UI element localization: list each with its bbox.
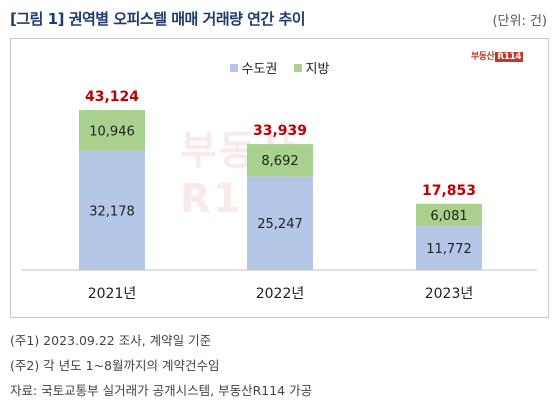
brand-logo-r: R114 (495, 52, 523, 62)
x-tick-label-2: 2023년 (425, 286, 474, 302)
brand-logo-text: 부동산 (470, 52, 495, 62)
bar-regional-0 (79, 110, 145, 151)
bar-regional-1 (247, 144, 313, 177)
legend-swatch-regional (293, 63, 302, 72)
bar-label-capital-2: 11,772 (426, 242, 472, 257)
bar-capital-1 (247, 176, 313, 270)
source-note: 자료: 국토교통부 실거래가 공개시스템, 부동산R114 가공 (10, 383, 313, 398)
bar-label-capital-0: 32,178 (89, 204, 135, 219)
bar-regional-2 (416, 203, 482, 227)
notes: (주1) 2023.09.22 조사, 계약일 기준 (주2) 각 년도 1~8… (10, 328, 312, 403)
bar-label-regional-1: 8,692 (261, 154, 298, 169)
unit-label: (단위: 건) (492, 14, 547, 29)
total-label-1: 33,939 (253, 123, 307, 139)
chart-title: [그림 1] 권역별 오피스텔 매매 거래량 연간 추이 (10, 10, 306, 28)
x-tick-label-0: 2021년 (88, 286, 137, 302)
note-2: (주2) 각 년도 1~8월까지의 계약건수임 (10, 358, 220, 373)
legend-item-capital: 수도권 (229, 58, 278, 77)
legend-label-regional: 지방 (305, 62, 330, 77)
bar-capital-2 (416, 226, 482, 270)
bar-label-capital-1: 25,247 (257, 217, 303, 232)
bar-capital-0 (79, 150, 145, 270)
x-tick-label-1: 2022년 (256, 286, 305, 302)
note-1: (주1) 2023.09.22 조사, 계약일 기준 (10, 333, 212, 348)
bar-label-regional-2: 6,081 (430, 209, 467, 224)
bar-label-regional-0: 10,946 (89, 124, 135, 139)
total-label-2: 17,853 (422, 183, 476, 199)
total-label-0: 43,124 (85, 89, 139, 105)
legend-item-regional: 지방 (293, 58, 330, 77)
brand-logo: 부동산 R114 (471, 49, 523, 62)
legend: 수도권 지방 (0, 58, 559, 77)
legend-swatch-capital (229, 63, 238, 72)
chart-plot: 32,178 10,946 43,124 2021년 25,247 8,692 33,939… (22, 89, 537, 302)
legend-label-capital: 수도권 (241, 62, 278, 77)
